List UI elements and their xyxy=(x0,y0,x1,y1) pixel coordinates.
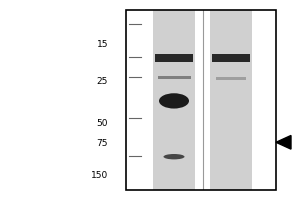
Polygon shape xyxy=(276,135,291,149)
Bar xyxy=(212,54,250,62)
Ellipse shape xyxy=(159,93,189,109)
Text: 25: 25 xyxy=(97,77,108,86)
Bar xyxy=(158,76,190,79)
Bar xyxy=(155,54,193,62)
Bar xyxy=(216,77,246,80)
Ellipse shape xyxy=(164,154,184,159)
Bar xyxy=(153,10,195,190)
Text: 75: 75 xyxy=(97,139,108,148)
Bar xyxy=(210,10,252,190)
Text: 50: 50 xyxy=(97,119,108,128)
Text: 15: 15 xyxy=(97,40,108,49)
Text: 150: 150 xyxy=(91,171,108,180)
